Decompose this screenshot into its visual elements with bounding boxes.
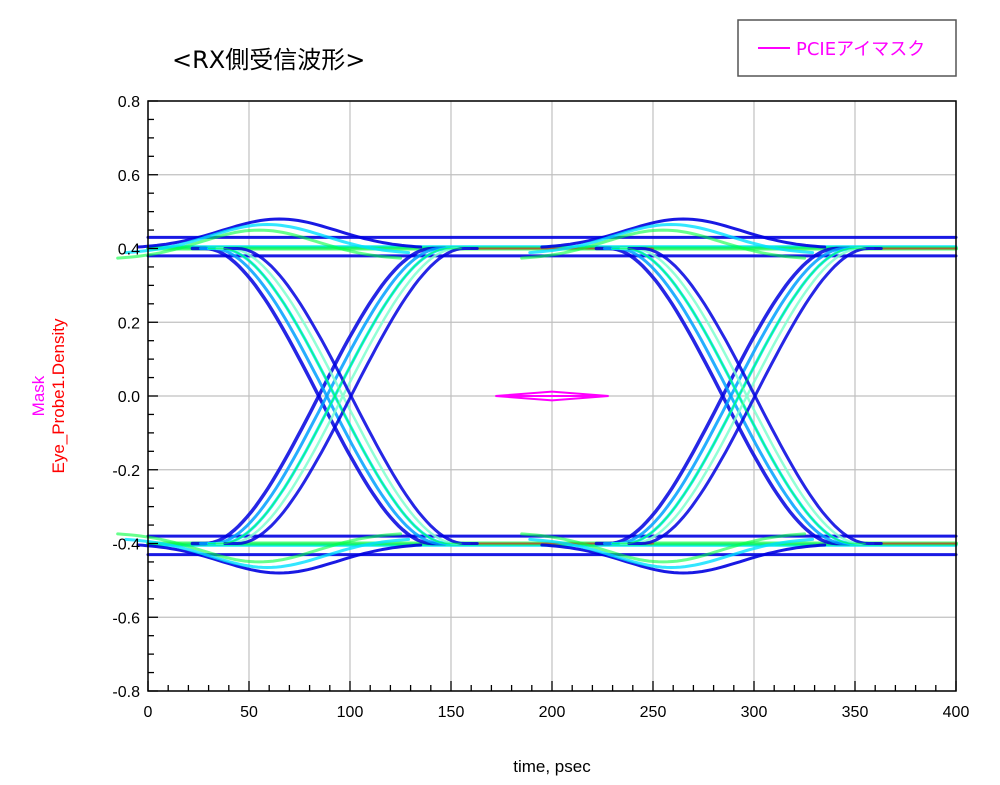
x-tick-label: 50 [240, 704, 258, 721]
density-rising-core [207, 247, 462, 545]
density-overshoot [116, 532, 402, 564]
x-axis-label: time, psec [513, 757, 591, 776]
x-tick-label: 100 [337, 704, 364, 721]
density-rising-edge [199, 247, 455, 545]
mask-series [495, 390, 609, 402]
density-overshoot [528, 537, 815, 570]
y-tick-label: -0.8 [112, 684, 140, 701]
y-tick-label: 0.0 [118, 389, 140, 406]
y-axis-label-group: Mask Eye_Probe1.Density [29, 318, 68, 473]
legend-label: PCIEアイマスク [796, 39, 925, 60]
density-overshoot [540, 543, 827, 575]
density-overshoot [520, 532, 806, 564]
y-tick-label: 0.2 [118, 315, 140, 332]
density-overshoot [116, 228, 402, 260]
chart-title: <RX側受信波形> [172, 46, 365, 74]
density-overshoot [124, 222, 411, 255]
x-tick-label: 300 [741, 704, 768, 721]
x-tick-label: 250 [640, 704, 667, 721]
mask-polygon [495, 390, 609, 402]
y-tick-label: 0.8 [118, 94, 140, 111]
density-rising-edge [619, 247, 875, 545]
density-rising-core [611, 247, 866, 545]
density-overshoot [124, 537, 411, 570]
eye-density-traces [116, 217, 958, 575]
y-tick-label: -0.4 [112, 537, 140, 554]
y-tick-label: 0.4 [118, 242, 140, 259]
density-overshoot [528, 222, 815, 255]
legend-box: PCIEアイマスク [737, 19, 957, 77]
y-tick-label: -0.6 [112, 610, 140, 627]
x-tick-label: 150 [438, 704, 465, 721]
density-rising-edge [190, 246, 447, 546]
density-overshoot [540, 217, 827, 249]
x-tick-label: 0 [144, 704, 153, 721]
tick-labels: 0 50 100 150 200 250 300 350 400 0.8 0.6 0.4 0.2 0.0 -… [112, 94, 969, 721]
y-tick-label: -0.2 [112, 463, 140, 480]
density-rising-edge [223, 247, 479, 545]
density-overshoot [136, 543, 423, 575]
x-tick-label: 200 [539, 704, 566, 721]
density-overshoot [136, 217, 423, 249]
density-rising-edge [215, 247, 471, 545]
y-axis-label-mask: Mask [29, 375, 48, 416]
axis-ticks [147, 100, 957, 692]
y-axis-label-density: Eye_Probe1.Density [49, 318, 68, 473]
density-rising-edge [627, 247, 883, 545]
density-rising-edge [603, 247, 859, 545]
x-tick-label: 350 [842, 704, 869, 721]
x-tick-label: 400 [943, 704, 970, 721]
density-rising-edge [594, 246, 851, 546]
y-tick-label: 0.6 [118, 168, 140, 185]
density-overshoot [520, 228, 806, 260]
